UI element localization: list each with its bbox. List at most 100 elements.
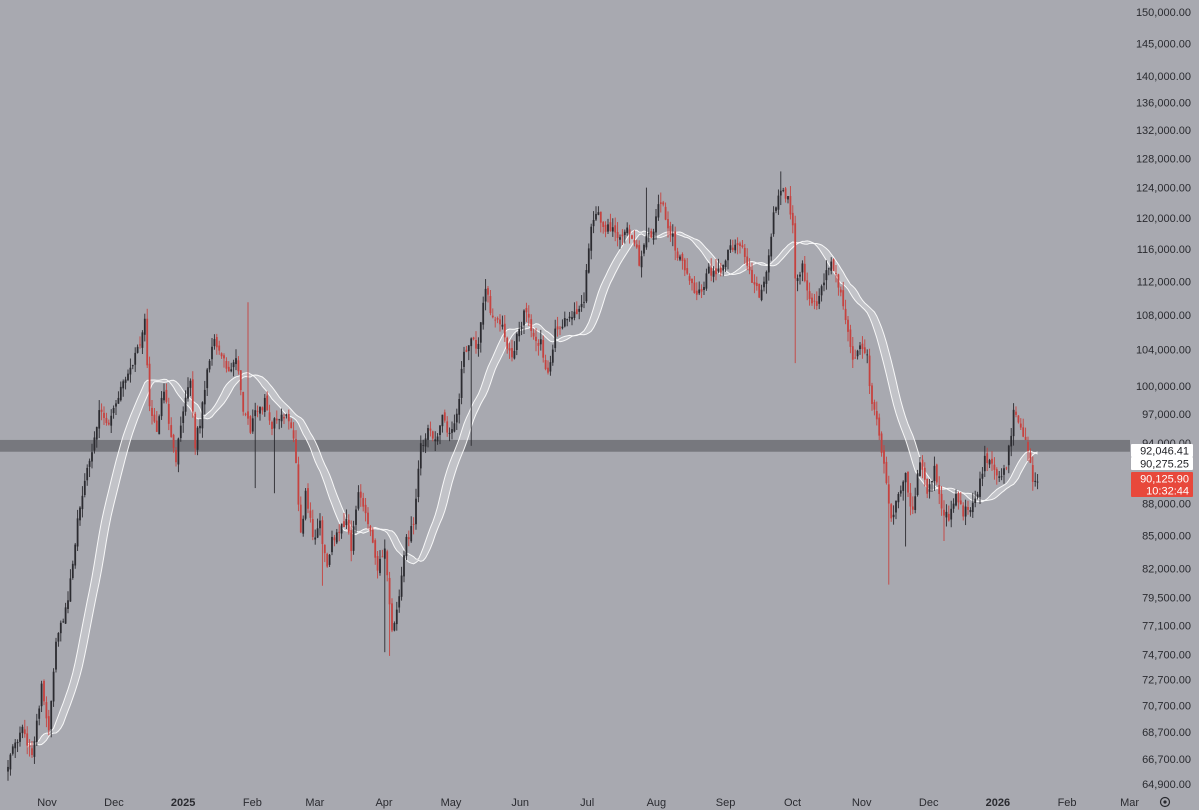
time-tick-label: Nov <box>37 797 57 809</box>
candle <box>926 478 929 499</box>
candle <box>933 456 936 491</box>
candle <box>55 637 57 673</box>
candle <box>995 467 998 485</box>
candle <box>1010 428 1013 457</box>
time-tick-label: Dec <box>104 797 124 809</box>
candle <box>503 315 506 342</box>
candle <box>950 500 953 528</box>
svg-text:92,046.41: 92,046.41 <box>1140 446 1189 458</box>
candle <box>263 394 266 417</box>
candle <box>67 591 69 614</box>
candle <box>751 262 753 283</box>
price-axis[interactable]: 150,000.00 145,000.00 140,000.00 136,000.00… <box>1136 7 1191 791</box>
candle <box>907 471 909 498</box>
candle <box>775 206 777 214</box>
time-tick-label: Aug <box>647 797 667 809</box>
candle <box>595 206 597 222</box>
candle <box>717 258 720 274</box>
chart-settings-button[interactable] <box>1159 796 1171 808</box>
candle <box>506 336 509 354</box>
candle <box>487 285 489 303</box>
candle <box>964 499 967 526</box>
candle <box>410 516 413 543</box>
candle <box>388 571 391 656</box>
candle <box>127 369 129 382</box>
current-price-badge: 10:32:44 <box>1131 484 1193 498</box>
candle <box>376 550 379 579</box>
time-axis[interactable]: Nov Dec 2025 Feb Mar Apr May Jun Jul Aug Sep Oct Nov… <box>37 797 1139 809</box>
candle <box>86 464 89 486</box>
candle <box>489 289 492 316</box>
candle <box>107 419 110 426</box>
candle <box>871 382 873 411</box>
candle <box>153 408 156 424</box>
candle <box>861 336 864 359</box>
candle <box>499 314 501 332</box>
candle <box>616 222 619 247</box>
candle <box>583 292 585 309</box>
candle <box>319 513 321 536</box>
candle <box>547 360 549 375</box>
candle <box>715 258 717 281</box>
time-tick-label: Apr <box>375 797 392 809</box>
candle <box>823 273 825 292</box>
time-tick-label: Jun <box>511 797 529 809</box>
candle <box>782 187 785 193</box>
candle <box>374 538 377 565</box>
candle <box>724 259 727 272</box>
candle <box>748 258 751 275</box>
candle <box>369 524 372 537</box>
candle <box>518 321 521 342</box>
candle <box>446 416 449 437</box>
candle <box>491 308 494 319</box>
candle <box>523 309 525 334</box>
candle <box>638 240 641 267</box>
candle <box>352 520 355 555</box>
candle <box>357 485 360 511</box>
candle <box>741 240 744 249</box>
candle <box>271 420 273 436</box>
candle <box>573 302 576 321</box>
candle <box>299 496 302 534</box>
candle <box>602 220 605 234</box>
candle <box>585 263 588 304</box>
candle <box>587 243 590 274</box>
candle <box>33 736 36 764</box>
candle <box>621 229 624 245</box>
candle <box>398 589 401 613</box>
candle <box>278 418 281 430</box>
price-tick-label: 140,000.00 <box>1136 71 1191 83</box>
candle <box>242 391 245 416</box>
candle <box>19 726 21 747</box>
candle <box>21 724 24 739</box>
candle <box>571 311 573 326</box>
candle <box>395 601 398 631</box>
candle <box>259 406 261 421</box>
candle <box>439 425 441 445</box>
candle <box>611 218 614 237</box>
time-tick-label: 2026 <box>986 797 1010 809</box>
candle <box>890 502 893 522</box>
candle <box>103 406 105 426</box>
candle <box>422 439 425 453</box>
price-tick-label: 97,000.00 <box>1142 409 1191 421</box>
candle <box>230 362 233 373</box>
indicator-value-badge: 90,275.25 <box>1131 457 1193 471</box>
candle <box>508 342 511 359</box>
candle <box>251 409 254 434</box>
candle <box>215 333 218 355</box>
candle <box>1017 415 1020 424</box>
candle <box>407 530 410 547</box>
candle <box>98 400 101 439</box>
candle <box>355 505 357 533</box>
candle <box>837 273 840 296</box>
candle <box>64 602 67 625</box>
candle <box>62 618 65 623</box>
candle <box>59 620 62 642</box>
candle <box>45 696 48 728</box>
candle <box>467 345 470 361</box>
gear-icon[interactable] <box>1159 796 1171 808</box>
candle <box>731 239 734 252</box>
